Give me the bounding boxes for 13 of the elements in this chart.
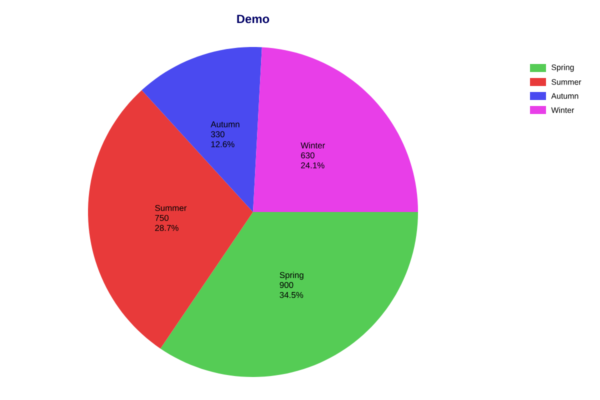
data-label: 630 <box>301 152 314 158</box>
data-label: 750 <box>155 214 169 221</box>
slice-label: Summer <box>155 205 187 211</box>
text: 34.5% <box>280 292 304 298</box>
slice-label: Winter <box>300 142 325 148</box>
slice-label: Spring <box>280 272 304 280</box>
chart-title: Demo <box>237 14 270 24</box>
data-label: 330 <box>210 131 224 138</box>
data-label: 900 <box>280 282 294 288</box>
text: 12.6% <box>211 141 234 148</box>
slice-label: Autumn <box>210 121 240 128</box>
text: 28.7% <box>155 224 178 231</box>
text: 24.1% <box>301 162 324 168</box>
